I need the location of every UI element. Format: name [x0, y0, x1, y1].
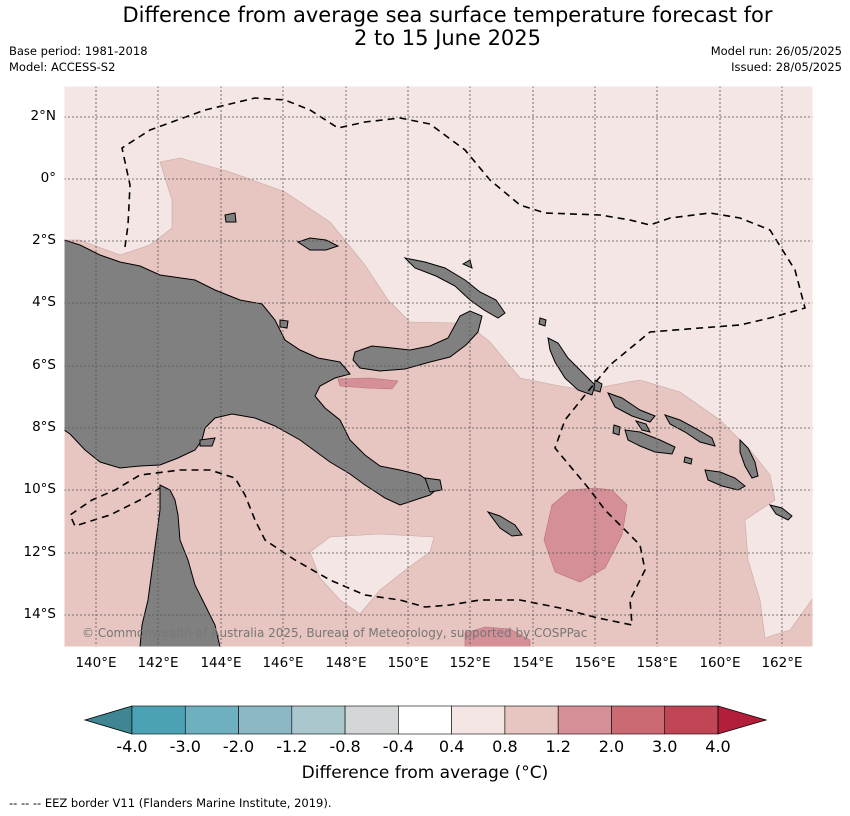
lat-tick-label: 2°S: [32, 232, 56, 248]
colorbar-tick-label: 2.0: [598, 737, 625, 756]
land-bougainville: [547, 337, 596, 396]
lat-tick-label: 10°S: [23, 481, 57, 497]
colorbar-tick-label: -0.8: [329, 737, 361, 756]
eez-border: [68, 97, 806, 626]
colorbar-tick-label: 0.4: [438, 737, 465, 756]
anomaly-region-1.2-c: [464, 626, 531, 647]
lon-tick-label: 156°E: [574, 655, 616, 671]
lon-tick-label: 144°E: [200, 655, 242, 671]
title-line-2: 2 to 15 June 2025: [353, 26, 542, 50]
colorbar-bin-8: [557, 705, 612, 735]
base-period: Base period: 1981-2018: [9, 44, 148, 58]
lat-tick-label: 2°N: [30, 108, 56, 124]
land-santa-cruz: [768, 504, 793, 521]
land-choiseul: [634, 420, 651, 433]
colorbar-bin-2: [238, 705, 293, 735]
lon-tick-label: 158°E: [636, 655, 678, 671]
lat-tick-label: 8°S: [32, 419, 56, 435]
lat-tick-label: 14°S: [23, 606, 57, 622]
land-island-small-5: [224, 212, 237, 223]
colorbar-tick-label: -0.4: [382, 737, 414, 756]
issued-date: Issued: 28/05/2025: [731, 60, 842, 74]
lon-tick-label: 148°E: [325, 655, 367, 671]
lon-tick-label: 142°E: [137, 655, 179, 671]
lon-tick-label: 140°E: [75, 655, 117, 671]
model-run: Model run: 26/05/2025: [710, 44, 842, 58]
colorbar-tick-label: 1.2: [545, 737, 571, 756]
gridlines: [64, 86, 813, 647]
colorbar-bin-9: [611, 705, 666, 735]
colorbar-tick-label: -2.0: [222, 737, 255, 756]
colorbar-tick-label: 4.0: [705, 737, 731, 756]
land-island-small-7: [612, 424, 621, 436]
lon-tick-label: 150°E: [387, 655, 429, 671]
colorbar-bin-0: [131, 705, 186, 735]
lat-tick-label: 6°S: [32, 357, 56, 373]
colorbar-tick-label: -1.2: [276, 737, 308, 756]
meta-right: Model run: 26/05/2025 Issued: 28/05/2025: [711, 43, 842, 75]
title-line-1: Difference from average sea surface temp…: [122, 3, 773, 27]
lat-tick-label: 12°S: [23, 544, 57, 560]
colorbar-bin-4: [344, 705, 399, 735]
land-island-small-6: [279, 319, 289, 329]
lon-tick-label: 162°E: [761, 655, 803, 671]
land-new-guinea: [64, 239, 439, 506]
model-name: Model: ACCESS-S2: [9, 60, 116, 74]
colorbar-bin-5: [398, 705, 452, 735]
colorbar: [83, 705, 768, 735]
colorbar-tick-label: 0.8: [492, 737, 518, 756]
colorbar-tick-label: 3.0: [651, 737, 678, 756]
colorbar-bin-7: [504, 705, 559, 735]
meta-left: Base period: 1981-2018 Model: ACCESS-S2: [9, 43, 148, 75]
map-panel: [64, 86, 813, 647]
land-island-small-1: [739, 438, 759, 479]
lon-tick-label: 154°E: [512, 655, 554, 671]
colorbar-bin-3: [291, 705, 346, 735]
chart-title: Difference from average sea surface temp…: [0, 4, 850, 50]
anomaly-region-1.2-b: [543, 487, 628, 583]
colorbar-bin-10: [664, 705, 719, 735]
land-louisiade: [486, 511, 523, 537]
lat-tick-label: 4°S: [32, 294, 56, 310]
lon-tick-label: 160°E: [699, 655, 741, 671]
land-new-georgia: [593, 379, 603, 393]
colorbar-bin-1: [184, 705, 239, 735]
land-santa-isabel: [606, 392, 656, 423]
colorbar-tick-label: -4.0: [116, 737, 148, 756]
anomaly-region-0.8: [64, 157, 813, 647]
land-island-small-9: [199, 437, 216, 447]
lat-tick-label: 0°: [40, 170, 56, 186]
colorbar-bin-6: [451, 705, 506, 735]
lon-tick-label: 146°E: [262, 655, 304, 671]
land-malaita: [663, 414, 716, 447]
land-guadalcanal: [624, 429, 676, 455]
land-island-small-2: [538, 317, 547, 327]
land-cape-york: [139, 484, 221, 647]
land-makira: [704, 469, 746, 491]
land-island-small-8: [683, 456, 693, 465]
copyright-notice: © Commonwealth of Australia 2025, Bureau…: [82, 626, 588, 640]
land-new-britain: [352, 310, 483, 372]
land-masses: [64, 212, 793, 647]
colorbar-extend-high: [717, 705, 768, 735]
colorbar-label: Difference from average (°C): [301, 763, 549, 783]
lon-tick-label: 152°E: [449, 655, 491, 671]
map-frame: [63, 85, 814, 648]
colorbar-extend-low: [83, 705, 133, 735]
colorbar-tick-label: -3.0: [169, 737, 201, 756]
eez-legend-note: -- -- -- EEZ border V11 (Flanders Marine…: [9, 796, 332, 810]
anomaly-region-1.2-a: [337, 377, 399, 390]
